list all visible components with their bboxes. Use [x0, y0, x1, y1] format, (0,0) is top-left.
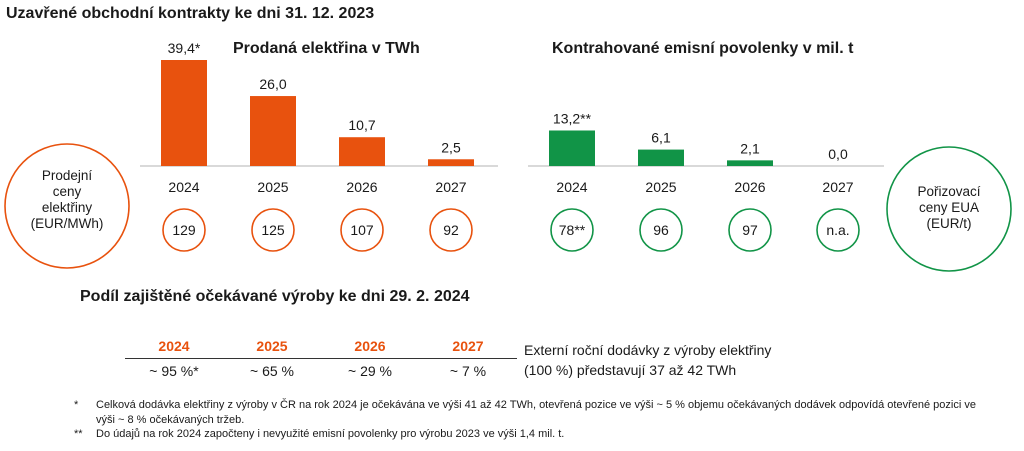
electricity-year-tick: 2027: [435, 179, 466, 195]
footnote: ** Do údajů na rok 2024 započteny i nevy…: [74, 427, 976, 442]
electricity-value-label: 10,7: [348, 117, 375, 133]
electricity-price-value: 125: [261, 222, 285, 238]
electricity-bar: [250, 96, 296, 166]
footnotes: * Celková dodávka elektřiny z výroby v Č…: [74, 398, 976, 442]
share-year: 2024: [125, 334, 223, 359]
caption-line: elektřiny: [41, 200, 93, 215]
allowances-year-tick: 2027: [822, 179, 853, 195]
page-title: Uzavřené obchodní kontrakty ke dni 31. 1…: [6, 5, 375, 22]
allowances-price-value: 97: [742, 222, 758, 238]
share-year: 2025: [223, 334, 321, 359]
footnote-text: Celková dodávka elektřiny z výroby v ČR …: [96, 399, 976, 426]
caption-line: ceny EUA: [918, 200, 980, 215]
electricity-year-tick: 2025: [257, 179, 288, 195]
electricity-bar: [339, 137, 385, 166]
allowances-year-tick: 2024: [556, 179, 587, 195]
external-supply-line: Externí roční dodávky z výroby elektřiny: [524, 342, 772, 358]
caption-line: (EUR/MWh): [30, 216, 104, 231]
share-year: 2027: [419, 334, 517, 359]
electricity-year-tick: 2024: [168, 179, 199, 195]
allowances-bar: [549, 130, 595, 166]
allowances-year-tick: 2026: [734, 179, 765, 195]
electricity-price-value: 92: [443, 222, 459, 238]
electricity-price-value: 107: [350, 222, 374, 238]
share-value: ~ 95 %*: [149, 363, 199, 379]
allowances-bar: [727, 160, 773, 166]
eua-price-big-circle: [886, 146, 1012, 272]
electricity-price-circle: [162, 208, 206, 252]
charts-canvas: 39,4* 2024 129 26,0 2025 125 10,7 2026 107 2,5 202…: [4, 40, 1012, 272]
electricity-bar: [428, 159, 474, 166]
external-supply-line: (100 %) představují 37 až 42 TWh: [524, 362, 737, 378]
caption-line: ceny: [52, 184, 82, 199]
allowances-price-value: n.a.: [826, 222, 849, 238]
allowances-value-label: 13,2**: [553, 110, 592, 126]
allowances-year-tick: 2025: [645, 179, 676, 195]
electricity-price-value: 129: [172, 222, 196, 238]
hedged-share-years-row: 2024 2025 2026 2027: [125, 334, 517, 359]
allowances-bar: [638, 149, 684, 166]
footnote-text: Do údajů na rok 2024 započteny i nevyuži…: [96, 428, 565, 440]
share-value: ~ 65 %: [250, 363, 294, 379]
electricity-price-big-circle: [4, 143, 130, 269]
allowances-price-value: 78**: [559, 222, 586, 238]
external-supply-note: Externí roční dodávky z výroby elektřiny…: [524, 340, 771, 380]
caption-line: Prodejní: [41, 168, 93, 183]
allowances-price-circle: [550, 208, 594, 252]
electricity-chart-title: Prodaná elektřina v TWh: [233, 40, 420, 57]
electricity-value-label: 2,5: [441, 139, 461, 155]
allowances-value-label: 6,1: [651, 130, 671, 146]
share-value: ~ 29 %: [348, 363, 392, 379]
electricity-value-label: 26,0: [259, 76, 286, 92]
hedged-share-values-row: ~ 95 %* ~ 65 % ~ 29 % ~ 7 %: [125, 359, 517, 384]
electricity-price-circle: [251, 208, 295, 252]
allowances-price-circle: [816, 208, 860, 252]
allowances-value-label: 0,0: [828, 146, 848, 162]
electricity-price-caption: Prodejní ceny elektřiny (EUR/MWh): [3, 168, 131, 232]
electricity-price-circle: [340, 208, 384, 252]
allowances-chart-title: Kontrahované emisní povolenky v mil. t: [552, 40, 854, 57]
allowances-price-value: 96: [653, 222, 669, 238]
hedged-share-title: Podíl zajištěné očekávané výroby ke dni …: [80, 288, 470, 305]
allowances-price-circle: [639, 208, 683, 252]
hedged-share-table: 2024 2025 2026 2027 ~ 95 %* ~ 65 % ~ 29 …: [125, 334, 517, 383]
footnote-mark: *: [74, 399, 79, 411]
caption-line: (EUR/t): [926, 216, 972, 231]
electricity-bar: [161, 60, 207, 166]
allowances-price-circle: [728, 208, 772, 252]
share-year: 2026: [321, 334, 419, 359]
electricity-value-label: 39,4*: [168, 40, 201, 56]
share-value: ~ 7 %: [449, 363, 487, 379]
footnote: * Celková dodávka elektřiny z výroby v Č…: [74, 398, 976, 427]
footnote-mark: **: [74, 428, 83, 440]
electricity-year-tick: 2026: [346, 179, 377, 195]
allowances-value-label: 2,1: [740, 140, 760, 156]
eua-price-caption: Pořizovací ceny EUA (EUR/t): [885, 184, 1013, 232]
electricity-price-circle: [429, 208, 473, 252]
caption-line: Pořizovací: [917, 184, 981, 199]
